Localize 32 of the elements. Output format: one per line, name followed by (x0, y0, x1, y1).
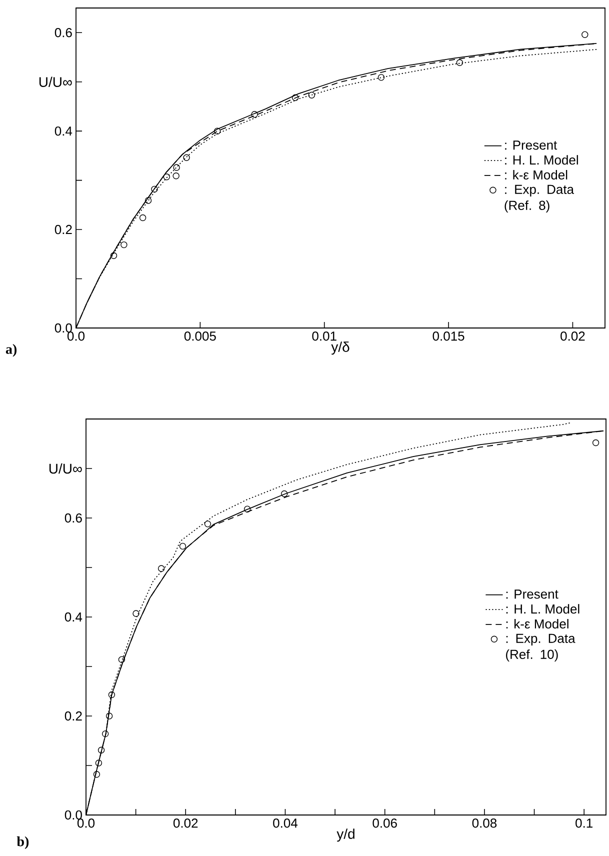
y-tick-label: 0.0 (54, 323, 72, 333)
x-tick-label: 0.0 (77, 818, 95, 828)
x-tick-label: 0.06 (372, 818, 397, 828)
text: a) (6, 344, 17, 357)
x-tick-label: 0.08 (472, 818, 497, 828)
legend-label: : Present (506, 590, 558, 599)
legend-label: : k-ε Model (505, 170, 568, 180)
legend-label: : Exp. Data (Ref. 10) (506, 634, 576, 662)
text: b) (16, 836, 29, 850)
y-axis-title: U/U∞ (39, 76, 72, 87)
y-tick-label: 0.6 (54, 28, 72, 38)
legend-label: : Exp. Data (Ref. 8) (504, 184, 574, 213)
x-tick-label: 0.1 (576, 818, 592, 828)
legend-label: : H. L. Model (505, 155, 578, 165)
x-tick-label: 0.01 (312, 332, 336, 341)
y-tick-label: 0.2 (64, 711, 82, 721)
x-tick-label: 0.02 (560, 332, 585, 341)
y-tick-label: 0.0 (64, 810, 82, 820)
y-tick-label: 0.2 (54, 224, 72, 234)
x-axis-title: y/d (336, 828, 354, 842)
x-tick-label: 0.04 (273, 818, 298, 828)
y-tick-label: 0.4 (54, 126, 72, 136)
legend-label: : H. L. Model (506, 604, 580, 614)
x-tick-label: 0.015 (432, 332, 464, 341)
y-tick-label: 0.4 (64, 612, 82, 622)
legend-label: : k-ε Model (506, 618, 568, 629)
x-tick-label: 0.02 (173, 818, 198, 828)
legend-label: : Present (505, 140, 558, 150)
x-axis-title: y/δ (331, 342, 350, 355)
x-tick-label: 0.005 (184, 332, 216, 341)
y-axis-title: U/U∞ (49, 463, 82, 474)
y-tick-label: 0.6 (64, 513, 82, 523)
